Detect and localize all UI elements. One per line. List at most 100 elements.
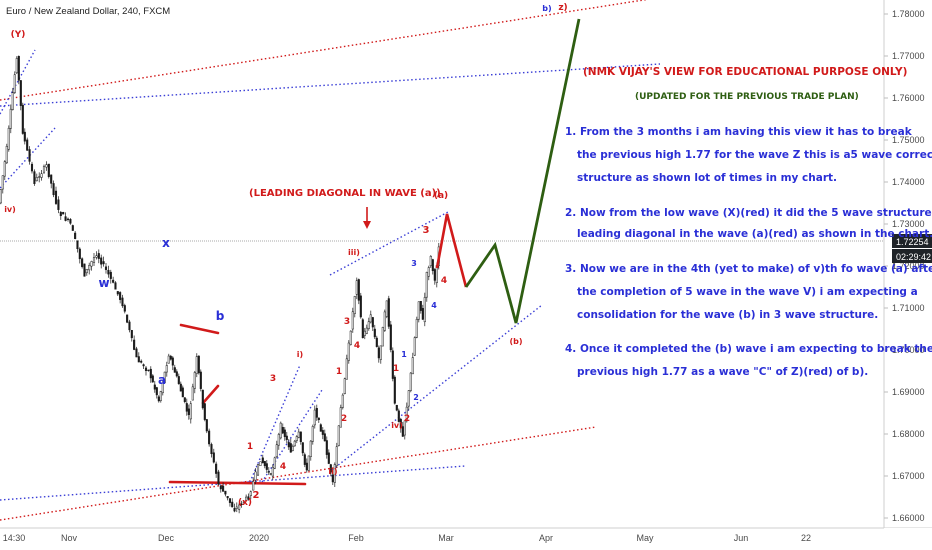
candle-body <box>163 371 166 383</box>
note-3-line-2: the completion of 5 wave in the wave V) … <box>577 286 918 298</box>
wave-label: 1 <box>336 367 342 377</box>
candle-body <box>133 339 136 350</box>
candle-body <box>116 291 119 295</box>
candle-body <box>427 267 430 277</box>
wave-label: iv) <box>4 205 16 214</box>
wave-label: b) <box>542 4 551 13</box>
a-bottom-segment <box>201 384 220 405</box>
candle-body <box>217 471 220 485</box>
candle-body <box>100 257 103 265</box>
wave-label: 4 <box>280 462 286 472</box>
candle-body <box>0 189 2 204</box>
red-trend-segments <box>168 323 307 486</box>
candle-body <box>357 279 360 301</box>
candle-body <box>128 321 131 331</box>
y-tick-label: 1.76000 <box>892 93 925 103</box>
candle-body <box>119 292 122 300</box>
time-axis[interactable]: 14:30 Nov Dec 2020 Feb Mar Apr May Jun 22 <box>3 533 811 543</box>
wave-label: iv) <box>391 421 403 430</box>
candle-body <box>317 417 320 421</box>
candle-body <box>228 498 231 503</box>
candle-body <box>385 300 388 317</box>
candle-body <box>81 258 84 267</box>
candle-body <box>157 396 160 402</box>
candle-body <box>435 265 438 283</box>
y-tick-label: 1.73000 <box>892 219 925 229</box>
candle-body <box>47 163 50 177</box>
candle-body <box>339 407 342 428</box>
candle-body <box>349 330 352 345</box>
wave-label: a <box>158 373 166 387</box>
candle-body <box>181 387 184 398</box>
candle-body <box>329 464 332 473</box>
candle-body <box>74 232 77 239</box>
note-2-line-1: 2. Now from the low wave (X)(red) it did… <box>565 207 932 219</box>
candle-body <box>301 442 304 454</box>
candle-body <box>7 127 10 150</box>
candle-body <box>351 311 354 330</box>
wave1-channel-upper <box>249 364 301 483</box>
candle-body <box>321 430 324 435</box>
candle-body <box>347 342 350 361</box>
candle-body <box>45 164 48 168</box>
candle-body <box>189 403 192 420</box>
candle-body <box>57 199 60 210</box>
wave-label: z) <box>558 3 567 13</box>
candle-body <box>222 485 225 492</box>
y-tick-label: 1.72000 <box>892 261 925 271</box>
candle-body <box>247 496 250 500</box>
candle-body <box>185 403 188 412</box>
wave-label: 2 <box>253 490 260 501</box>
candle-body <box>341 394 344 408</box>
update-heading: (UPDATED FOR THE PREVIOUS TRADE PLAN) <box>635 92 859 102</box>
y-tick-label: 1.74000 <box>892 177 925 187</box>
candle-body <box>90 261 93 267</box>
candle-body <box>245 496 248 501</box>
candlestick-series <box>0 55 440 514</box>
candle-body <box>389 324 392 351</box>
candle-body <box>271 466 274 477</box>
candle-body <box>151 375 154 383</box>
candle-body <box>130 330 133 339</box>
candle-body <box>259 461 262 466</box>
candle-body <box>359 295 362 318</box>
candle-body <box>215 463 218 474</box>
candle-body <box>153 384 156 390</box>
disclaimer-heading: (NMK VIJAY'S VIEW FOR EDUCATIONAL PURPOS… <box>583 66 907 78</box>
candle-body <box>405 406 408 422</box>
y-tick-label: 1.75000 <box>892 135 925 145</box>
candle-body <box>373 328 376 338</box>
y-wedge-line-2 <box>0 127 56 189</box>
wave-label: 2 <box>341 414 347 424</box>
wave-label: (Y) <box>11 30 26 40</box>
candle-body <box>233 508 236 512</box>
candle-body <box>177 376 180 384</box>
candle-body <box>277 434 280 446</box>
candle-body <box>208 430 211 445</box>
candle-body <box>409 372 412 391</box>
candle-body <box>249 491 252 496</box>
axis-corner <box>884 528 932 550</box>
candle-body <box>397 410 400 422</box>
candle-body <box>345 358 348 380</box>
candle-body <box>331 474 334 483</box>
candle-body <box>303 454 306 465</box>
candle-body <box>112 279 115 283</box>
analysis-notes: 1. From the 3 months i am having this vi… <box>565 126 932 378</box>
candle-body <box>85 268 88 274</box>
candle-body <box>315 408 318 418</box>
wave-label: (b) <box>509 337 522 346</box>
candle-body <box>30 163 34 172</box>
price-axis[interactable]: 1.66000 1.67000 1.68000 1.69000 1.70000 1.710… <box>884 9 925 523</box>
candle-body <box>293 440 296 447</box>
candle-body <box>399 418 402 429</box>
candle-body <box>42 165 46 173</box>
candle-body <box>417 301 420 320</box>
candle-body <box>254 471 257 481</box>
candle-body <box>66 218 70 220</box>
candle-body <box>285 435 288 440</box>
x-support-segment <box>168 480 307 486</box>
candle-body <box>377 347 380 359</box>
candle-body <box>226 496 229 499</box>
